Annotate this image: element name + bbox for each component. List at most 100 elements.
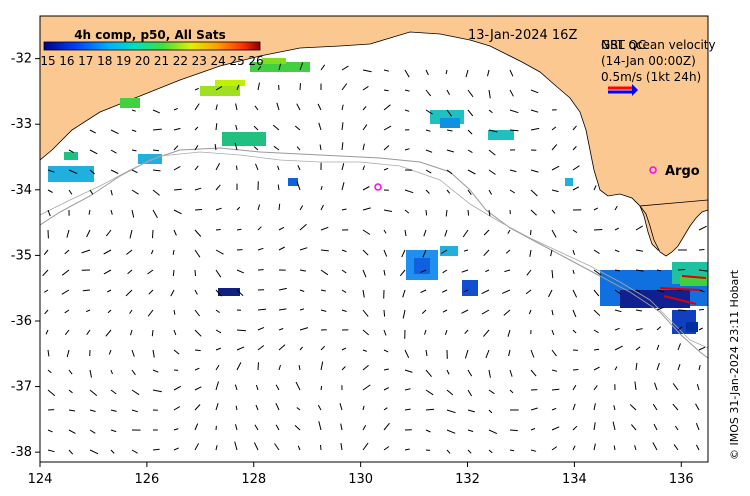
velocity-arrow (152, 169, 161, 172)
velocity-arrow (488, 409, 493, 414)
velocity-arrow (572, 249, 576, 256)
velocity-arrow (89, 169, 96, 175)
velocity-arrow (467, 449, 472, 454)
velocity-arrow (698, 308, 704, 311)
velocity-arrow (320, 249, 329, 252)
velocity-arrow (194, 126, 199, 131)
velocity-arrow (530, 407, 538, 411)
velocity-arrow (502, 289, 511, 294)
velocity-arrow (151, 329, 154, 337)
velocity-arrow (488, 449, 493, 454)
legend-speed: 0.5m/s (1kt 24h) (601, 70, 701, 84)
velocity-arrow (572, 403, 576, 411)
velocity-arrow (420, 269, 427, 273)
velocity-arrow (362, 349, 367, 352)
velocity-arrow (677, 269, 686, 271)
colorbar-scale (43, 41, 261, 51)
velocity-arrow (425, 209, 428, 216)
velocity-arrow (215, 269, 222, 278)
velocity-arrow (131, 169, 138, 174)
velocity-arrow (383, 349, 389, 353)
velocity-arrow (383, 89, 389, 92)
plot-frame (39, 15, 709, 463)
velocity-arrow (294, 425, 301, 431)
velocity-arrow (110, 169, 119, 174)
velocity-arrow (362, 229, 371, 235)
velocity-arrow (152, 369, 159, 373)
velocity-arrow (572, 186, 580, 191)
velocity-arrow (488, 149, 496, 156)
colorbar-tick-label: 26 (248, 54, 263, 68)
velocity-arrow (341, 163, 345, 171)
velocity-arrow (463, 289, 469, 293)
velocity-arrow (444, 229, 448, 237)
velocity-arrow (131, 189, 139, 195)
velocity-arrow (215, 123, 218, 131)
velocity-arrow (320, 185, 323, 191)
velocity-arrow (401, 249, 406, 258)
velocity-arrow (61, 289, 70, 295)
velocity-arrow (194, 367, 200, 371)
velocity-arrow (425, 369, 432, 378)
velocity-arrow (273, 145, 280, 151)
velocity-arrow (696, 383, 700, 391)
argo-marker-offshore (374, 183, 382, 191)
velocity-arrow (464, 349, 469, 359)
velocity-arrow (275, 402, 280, 411)
velocity-arrow (68, 149, 74, 154)
velocity-arrow (131, 449, 138, 454)
velocity-arrow (551, 407, 557, 411)
velocity-arrow (404, 189, 414, 194)
legend-line3: GSL QC (601, 38, 646, 52)
velocity-arrow (103, 249, 112, 255)
velocity-arrow (483, 329, 490, 337)
velocity-arrow (320, 64, 326, 71)
velocity-arrow (695, 444, 700, 451)
velocity-arrow (299, 223, 307, 231)
bathymetry-contour-2 (40, 151, 708, 349)
velocity-arrow (125, 289, 133, 297)
velocity-arrow (131, 389, 140, 396)
velocity-arrow (172, 249, 175, 255)
velocity-arrow (488, 169, 496, 175)
velocity-arrow (299, 62, 304, 71)
velocity-arrow (299, 247, 308, 251)
velocity-arrow (530, 169, 539, 173)
velocity-arrow (254, 105, 259, 111)
velocity-arrow (362, 143, 365, 151)
velocity-arrow (81, 249, 91, 254)
velocity-arrow (424, 329, 427, 335)
velocity-arrow (173, 329, 177, 336)
velocity-arrow (446, 409, 456, 414)
velocity-arrow (530, 109, 539, 113)
velocity-arrow (446, 129, 453, 132)
velocity-arrow (299, 327, 309, 331)
velocity-arrow (551, 165, 560, 171)
velocity-arrow (698, 346, 706, 351)
map-timestamp: 13-Jan-2024 16Z (468, 28, 577, 43)
velocity-arrow (107, 289, 112, 293)
velocity-arrow (467, 89, 474, 98)
velocity-arrow (236, 84, 240, 91)
velocity-arrow (257, 82, 260, 91)
velocity-arrow (341, 122, 344, 131)
velocity-arrow (530, 229, 532, 236)
velocity-arrow (383, 209, 392, 212)
velocity-arrow (276, 102, 280, 111)
velocity-arrow (593, 443, 596, 451)
velocity-arrow (173, 107, 178, 111)
velocity-arrow (635, 269, 644, 272)
velocity-arrow (341, 366, 346, 371)
velocity-arrow (572, 384, 577, 391)
velocity-arrow (425, 189, 430, 194)
velocity-arrow (215, 289, 222, 297)
velocity-arrow (257, 204, 261, 211)
velocity-arrow (467, 209, 470, 216)
velocity-arrow (635, 309, 643, 312)
velocity-arrow (362, 442, 369, 451)
velocity-arrow (404, 209, 410, 214)
velocity-arrow (488, 109, 493, 114)
velocity-arrow (257, 345, 265, 351)
velocity-arrow (488, 89, 491, 99)
velocity-arrow (698, 225, 707, 231)
